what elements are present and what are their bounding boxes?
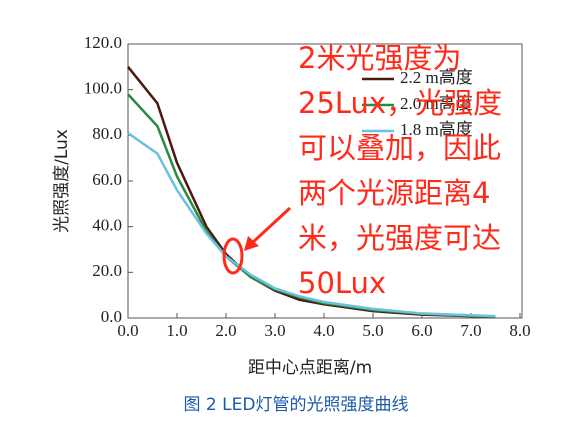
series-line — [127, 132, 496, 318]
legend-label: 2.0 m高度 — [400, 94, 473, 113]
annotation-line: 25Lux，光强度 — [298, 86, 502, 120]
x-tick-label: 4.0 — [313, 321, 334, 340]
y-tick-label: 80.0 — [92, 124, 122, 143]
y-axis-label: 光照强度/Lux — [52, 129, 72, 233]
y-tick-label: 0.0 — [101, 307, 122, 326]
arrow-head — [244, 236, 259, 251]
x-tick-label: 3.0 — [264, 321, 285, 340]
y-tick-label: 60.0 — [92, 170, 122, 189]
x-tick-label: 7.0 — [460, 321, 481, 340]
annotation-line: 米，光强度可达 — [298, 221, 501, 255]
arrow-shaft — [250, 206, 292, 245]
annotation-line: 可以叠加，因此 — [298, 131, 501, 165]
x-tick-label: 6.0 — [411, 321, 432, 340]
legend: 2.2 m高度 2.0 m高度 1.8 m高度 — [362, 68, 473, 139]
annotation-line: 两个光源距离4 — [298, 176, 490, 210]
legend-label: 2.2 m高度 — [400, 68, 473, 87]
highlight-ellipse — [222, 237, 244, 275]
y-tick-label: 40.0 — [92, 216, 122, 235]
legend-label: 1.8 m高度 — [400, 120, 473, 139]
caption: 图 2 LED灯管的光照强度曲线 — [184, 395, 409, 415]
annotation-line: 2米光强度为 — [298, 41, 461, 75]
x-tick-label: 5.0 — [362, 321, 383, 340]
x-tick-label: 2.0 — [215, 321, 236, 340]
plot: 0.0 20.0 40.0 60.0 80.0 100.0 120.0 0.0 1.0 2.0 3.… — [84, 33, 531, 340]
annotation-line: 50Lux — [298, 266, 386, 300]
x-tick-label: 8.0 — [509, 321, 530, 340]
y-tick-label: 20.0 — [92, 261, 122, 280]
x-tick-label: 0.0 — [117, 321, 138, 340]
x-tick-label: 1.0 — [166, 321, 187, 340]
y-tick-label: 120.0 — [84, 33, 122, 52]
x-axis-label: 距中心点距离/m — [248, 358, 372, 378]
y-tick-label: 100.0 — [84, 79, 122, 98]
